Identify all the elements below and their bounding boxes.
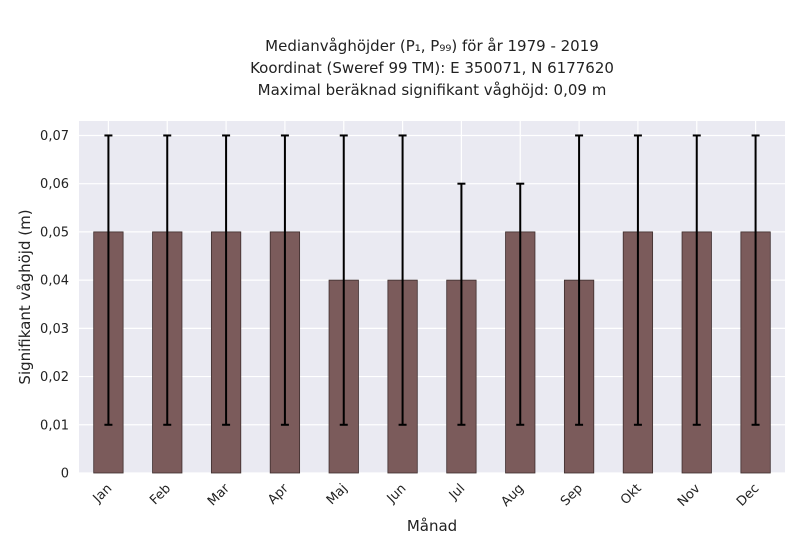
y-tick-label: 0,02 (40, 370, 69, 385)
title-line-3: Maximal beräknad signifikant våghöjd: 0,… (258, 81, 607, 99)
error-bars (104, 134, 760, 426)
y-tick-label: 0,05 (40, 225, 69, 240)
y-tick-label: 0 (61, 467, 69, 482)
error-bar-mar (222, 134, 231, 426)
error-bar-aug (516, 182, 525, 426)
plot-area (79, 121, 785, 473)
title-line-2: Koordinat (Sweref 99 TM): E 350071, N 61… (250, 59, 614, 77)
x-tick-label-okt: Okt (618, 481, 645, 508)
chart-title: Medianvåghöjder (P₁, P₉₉) för år 1979 - … (250, 37, 614, 99)
error-bar-jul (457, 182, 466, 426)
x-tick-label-jul: Jul (446, 481, 468, 503)
error-bar-okt (633, 134, 642, 426)
x-tick-label-aug: Aug (499, 481, 528, 510)
error-bar-nov (692, 134, 701, 426)
x-tick-label-maj: Maj (324, 481, 351, 508)
y-tick-label: 0,03 (40, 322, 69, 337)
y-tick-label: 0,07 (40, 129, 69, 144)
error-bar-dec (751, 134, 760, 426)
x-tick-label-jan: Jan (90, 481, 115, 506)
x-tick-labels: Jan Feb Mar Apr Maj Jun Jul Aug Sep Okt Nov Dec (90, 481, 763, 510)
error-bar-apr (280, 134, 289, 426)
y-tick-label: 0,01 (40, 418, 69, 433)
error-bar-maj (339, 134, 348, 426)
x-tick-label-sep: Sep (558, 481, 586, 509)
x-axis-label: Månad (407, 517, 457, 535)
y-tick-labels: 0 0,01 0,02 0,03 0,04 0,05 0,06 0,07 (40, 129, 69, 482)
title-line-1: Medianvåghöjder (P₁, P₉₉) för år 1979 - … (265, 37, 599, 55)
y-axis-label: Signifikant våghöjd (m) (16, 209, 34, 384)
x-tick-label-feb: Feb (147, 481, 174, 508)
x-tick-label-mar: Mar (205, 481, 233, 509)
error-bar-feb (163, 134, 172, 426)
x-tick-label-nov: Nov (675, 481, 704, 510)
error-bar-sep (575, 134, 584, 426)
y-tick-label: 0,04 (40, 274, 69, 289)
error-bar-jan (104, 134, 113, 426)
x-tick-label-apr: Apr (265, 481, 292, 508)
error-bar-jun (398, 134, 407, 426)
x-tick-label-jun: Jun (384, 481, 410, 507)
y-tick-label: 0,06 (40, 177, 69, 192)
x-tick-label-dec: Dec (734, 481, 762, 509)
